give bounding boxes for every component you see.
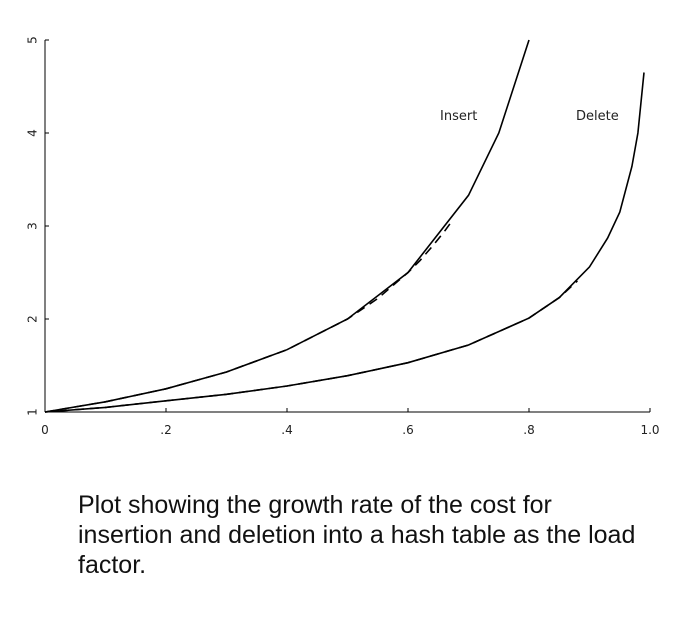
labels-layer: Insert Delete xyxy=(440,109,619,124)
solid-series-line-3 xyxy=(44,72,645,413)
dashed-series-line-2 xyxy=(44,280,578,413)
axes: 0 .2 .4 .6 .8 1.0 1 2 3 4 5 xyxy=(26,36,660,437)
dashed-series-line-0 xyxy=(44,222,452,413)
y-tick-label: 4 xyxy=(26,129,40,137)
insert-annotation: Insert xyxy=(440,109,477,124)
y-tick-label: 2 xyxy=(26,315,40,323)
x-tick-label: 1.0 xyxy=(640,423,659,437)
solid-series-line-1 xyxy=(44,39,530,413)
x-tick-label: .4 xyxy=(281,423,292,437)
x-tick-label: .6 xyxy=(402,423,413,437)
x-tick-label: .2 xyxy=(160,423,171,437)
figure-caption: Plot showing the growth rate of the cost… xyxy=(78,491,636,579)
y-tick-label: 5 xyxy=(26,36,40,44)
series-layer xyxy=(44,39,645,413)
y-tick-label: 1 xyxy=(26,408,40,416)
x-tick-label: 0 xyxy=(41,423,49,437)
chart: 0 .2 .4 .6 .8 1.0 1 2 3 4 5 Insert Delete xyxy=(26,36,660,437)
delete-annotation: Delete xyxy=(576,109,619,124)
y-tick-label: 3 xyxy=(26,222,40,230)
x-tick-label: .8 xyxy=(523,423,534,437)
